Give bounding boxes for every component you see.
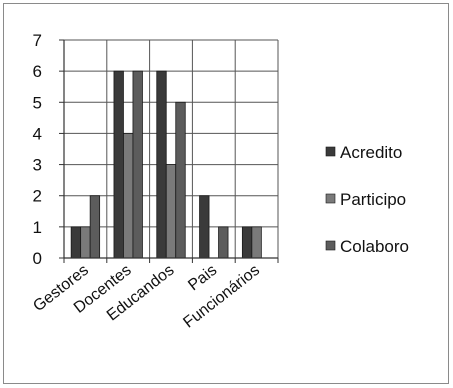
y-tick-label: 2 bbox=[33, 187, 42, 206]
y-tick-label: 0 bbox=[33, 249, 42, 268]
chart-frame bbox=[3, 3, 449, 384]
bar-colaboro-docentes bbox=[132, 70, 143, 259]
bar-colaboro-educandos bbox=[175, 101, 186, 259]
y-tick-label: 5 bbox=[33, 93, 42, 112]
bar-participo-educandos bbox=[165, 164, 177, 259]
bar-acredito-pais bbox=[199, 195, 210, 259]
y-tick-label: 6 bbox=[33, 62, 42, 81]
y-tick-label: 4 bbox=[33, 124, 42, 143]
bar-participo-funcionários bbox=[251, 226, 262, 259]
bar-colaboro-gestores bbox=[89, 195, 101, 259]
legend-swatch-colaboro bbox=[325, 240, 336, 251]
x-category-label: Pais bbox=[185, 262, 220, 295]
legend-swatch-participo bbox=[325, 193, 336, 204]
legend-label-acredito: Acredito bbox=[340, 143, 402, 162]
bar-acredito-educandos bbox=[156, 70, 167, 259]
legend-label-colaboro: Colaboro bbox=[340, 237, 409, 256]
bar-colaboro-pais bbox=[218, 226, 229, 259]
legend-label-participo: Participo bbox=[340, 190, 406, 209]
x-category-label: Funcionários bbox=[180, 262, 263, 332]
bar-acredito-funcionários bbox=[241, 226, 253, 259]
y-tick-label: 3 bbox=[33, 156, 42, 175]
bar-participo-docentes bbox=[123, 133, 134, 259]
bar-acredito-gestores bbox=[70, 226, 82, 259]
y-tick-label: 1 bbox=[33, 218, 42, 237]
legend-swatch-acredito bbox=[325, 146, 336, 157]
bar-participo-gestores bbox=[80, 226, 91, 259]
bar-acredito-docentes bbox=[113, 70, 124, 259]
y-tick-label: 7 bbox=[33, 31, 42, 50]
